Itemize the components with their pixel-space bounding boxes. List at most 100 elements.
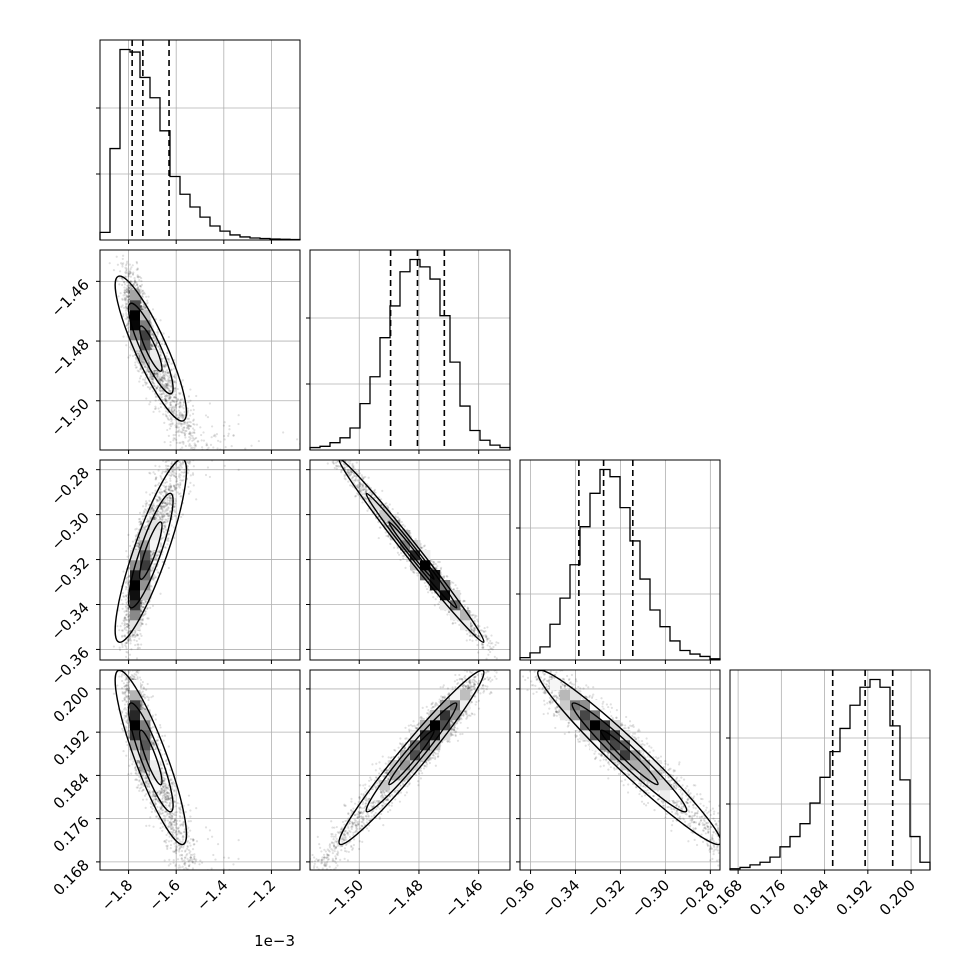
sample-point xyxy=(127,533,130,536)
sample-point xyxy=(166,371,169,374)
sample-point xyxy=(112,269,116,272)
sample-point xyxy=(192,465,195,468)
sample-point xyxy=(172,484,175,487)
sample-point xyxy=(189,460,192,464)
sample-point xyxy=(193,378,195,380)
sample-point xyxy=(189,433,192,436)
sample-point xyxy=(156,372,159,375)
sample-point xyxy=(200,439,203,442)
sample-point xyxy=(127,287,130,290)
sample-point xyxy=(127,624,130,627)
sample-point xyxy=(181,429,184,432)
sample-point xyxy=(140,643,143,646)
sample-point xyxy=(200,413,202,415)
sample-point xyxy=(167,539,170,542)
sample-point xyxy=(183,421,186,424)
sample-point xyxy=(179,422,183,426)
sample-point xyxy=(204,473,208,477)
sample-point xyxy=(118,270,122,273)
sample-point xyxy=(157,378,160,381)
sample-point xyxy=(127,639,130,642)
sample-point xyxy=(156,499,160,502)
sample-point xyxy=(166,371,169,374)
sample-point xyxy=(184,432,187,435)
sample-point xyxy=(140,618,143,621)
sample-point xyxy=(178,441,181,444)
sample-point xyxy=(155,559,158,562)
sample-point xyxy=(217,484,219,486)
sample-point xyxy=(168,486,171,489)
sample-point xyxy=(142,363,145,366)
sample-point xyxy=(126,625,129,629)
sample-point xyxy=(166,502,169,505)
sample-point xyxy=(141,518,145,521)
sample-point xyxy=(295,438,299,441)
density-cell xyxy=(140,350,151,361)
sample-point xyxy=(159,506,163,509)
sample-point xyxy=(202,444,204,446)
sample-point xyxy=(161,375,164,378)
sample-point xyxy=(161,514,164,518)
sample-point xyxy=(144,525,147,528)
sample-point xyxy=(179,481,182,485)
sample-point xyxy=(161,370,164,373)
sample-point xyxy=(123,634,127,637)
sample-point xyxy=(182,442,185,445)
sample-point xyxy=(121,257,124,261)
sample-point xyxy=(191,431,194,434)
sample-point xyxy=(146,386,150,389)
sample-point xyxy=(219,440,222,443)
sample-point xyxy=(168,503,171,506)
sample-point xyxy=(184,457,186,459)
sample-point xyxy=(179,479,182,482)
sample-point xyxy=(210,436,213,439)
sample-point xyxy=(154,318,157,321)
sample-point xyxy=(125,295,128,298)
sample-point xyxy=(172,484,176,487)
sample-point xyxy=(164,464,168,467)
sample-point xyxy=(167,485,170,488)
sample-point xyxy=(128,639,131,642)
sample-point xyxy=(166,357,169,360)
sample-point xyxy=(161,376,164,380)
sample-point xyxy=(186,424,189,427)
sample-point xyxy=(195,423,199,426)
sample-point xyxy=(124,297,128,301)
sample-point xyxy=(129,637,132,641)
sample-point xyxy=(187,432,191,436)
sample-point xyxy=(171,407,174,410)
sample-point xyxy=(148,403,151,406)
sample-point xyxy=(174,413,178,416)
sample-point xyxy=(127,274,130,278)
sample-point xyxy=(198,462,200,464)
panel-frame xyxy=(99,249,301,451)
sample-point xyxy=(163,524,166,528)
sample-point xyxy=(128,328,131,332)
sample-point xyxy=(124,317,127,320)
sample-point xyxy=(161,339,164,343)
sample-point xyxy=(165,480,168,484)
sample-point xyxy=(166,464,169,468)
sample-point xyxy=(146,606,149,610)
sample-point xyxy=(208,472,210,474)
sample-point xyxy=(192,422,195,426)
sample-point xyxy=(174,396,177,399)
sample-point xyxy=(122,595,126,598)
sample-point xyxy=(179,495,182,498)
sample-point xyxy=(169,395,172,398)
sample-point xyxy=(174,424,177,427)
sample-point xyxy=(185,429,188,432)
sample-point xyxy=(153,337,157,340)
sample-point xyxy=(169,396,172,399)
sample-point xyxy=(153,382,156,385)
sample-point xyxy=(184,444,187,448)
sample-point xyxy=(129,271,133,274)
sample-point xyxy=(152,551,155,554)
sample-point xyxy=(174,488,177,491)
sample-point xyxy=(166,428,169,432)
sample-point xyxy=(182,488,185,491)
sample-point xyxy=(126,295,129,298)
sample-point xyxy=(160,351,163,354)
sample-point xyxy=(150,331,153,334)
sample-point xyxy=(148,361,151,364)
